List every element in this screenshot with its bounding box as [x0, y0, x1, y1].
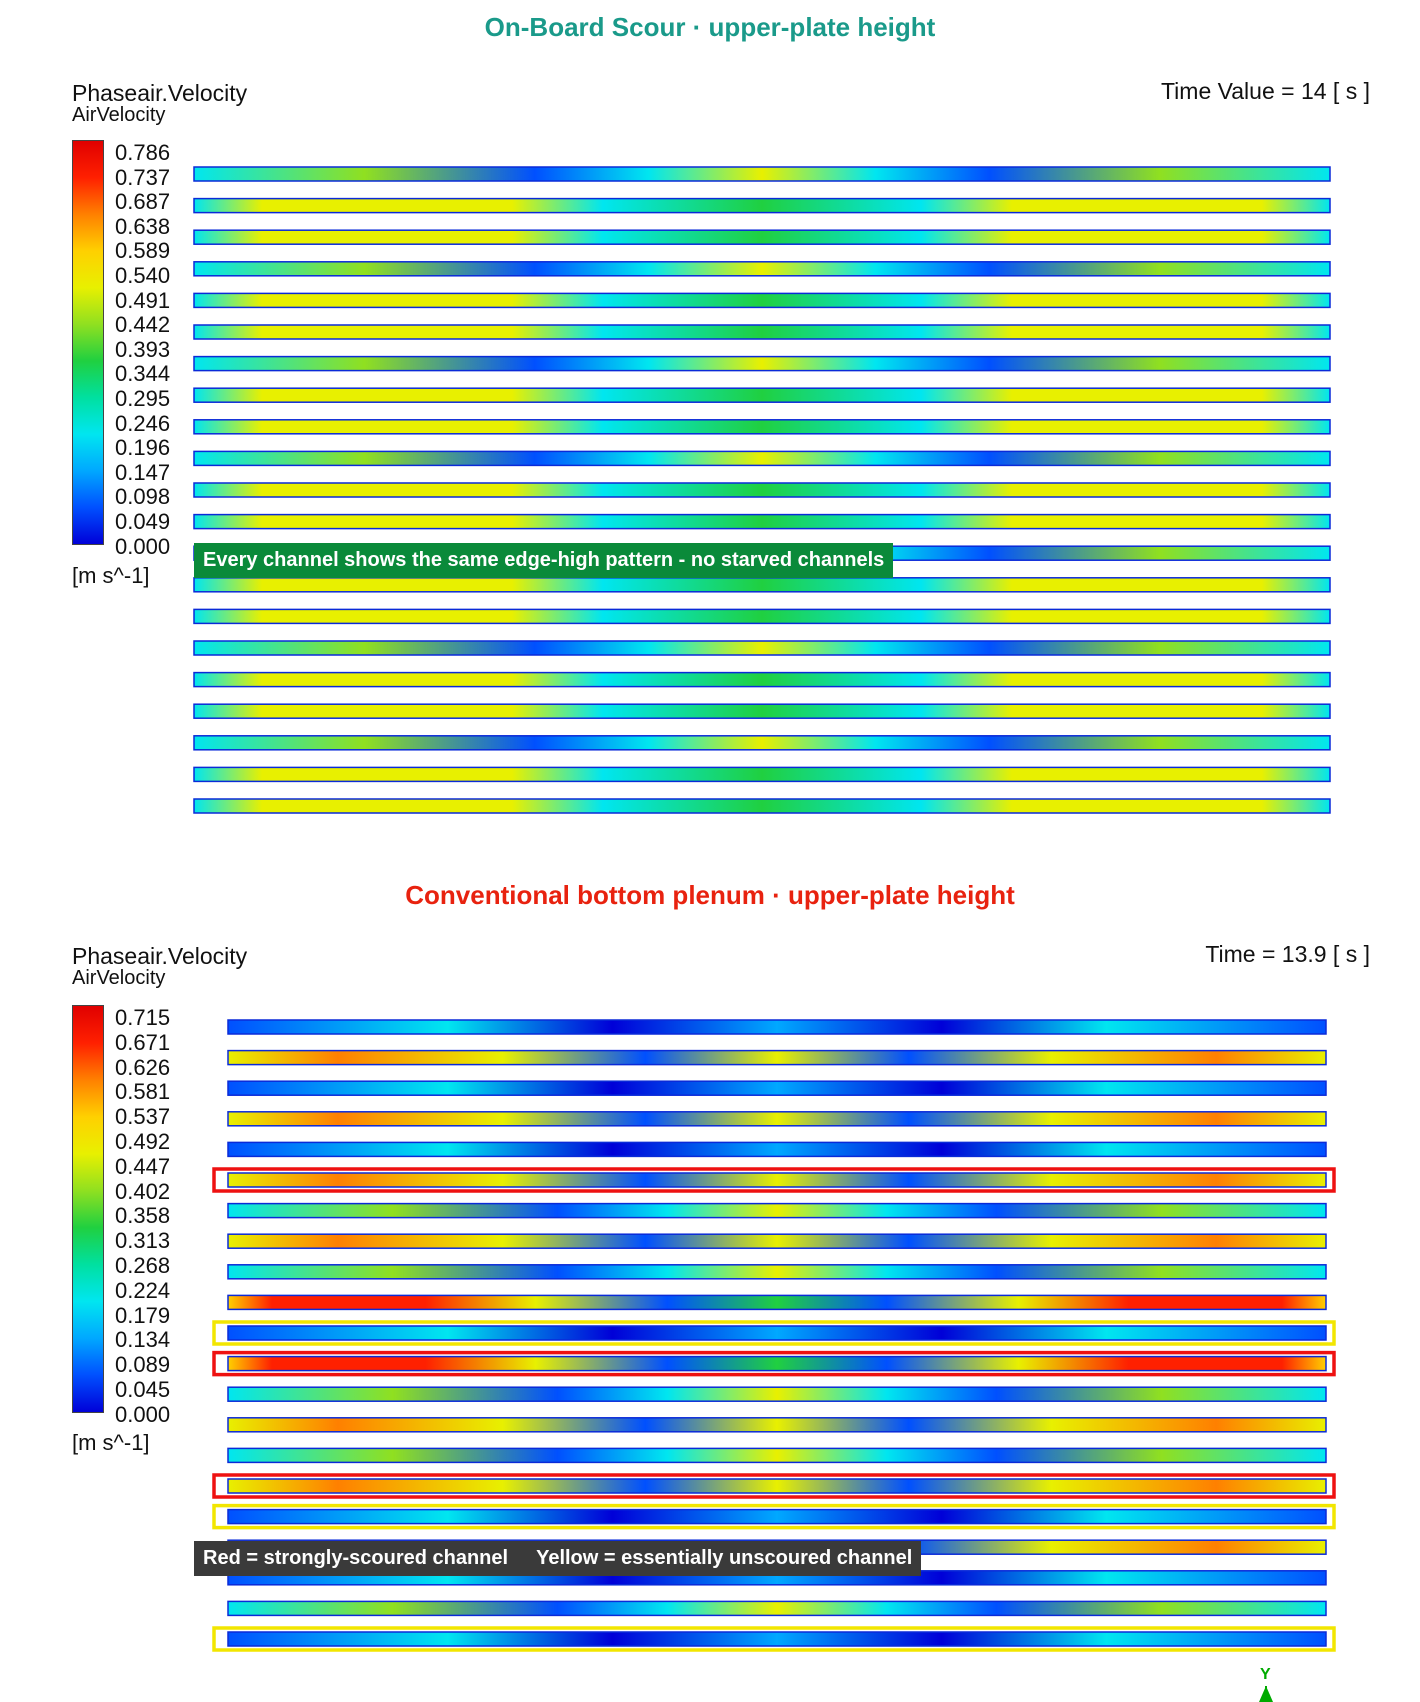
- flow-channel: [227, 1508, 1327, 1525]
- legend-tick-label: 0.196: [115, 435, 171, 461]
- panel-2-legend-colorbar: [72, 1005, 104, 1413]
- flow-channel: [193, 197, 1331, 214]
- legend-tick-label: 0.581: [115, 1079, 171, 1105]
- legend-tick-label: 0.000: [115, 1401, 171, 1427]
- panel-2-variable-sub: AirVelocity: [72, 967, 166, 989]
- flow-channel: [193, 450, 1331, 467]
- panel-2-unit: [m s^-1]: [72, 1430, 150, 1455]
- legend-tick-label: 0.089: [115, 1352, 171, 1378]
- legend-tick-label: 0.638: [115, 213, 171, 239]
- legend-tick-label: 0.224: [115, 1277, 171, 1303]
- legend-tick-label: 0.045: [115, 1377, 171, 1402]
- panel-1-time: Time Value = 14 [ s ]: [1160, 78, 1370, 104]
- flow-channel: [193, 735, 1331, 751]
- legend-tick-label: 0.147: [115, 459, 171, 485]
- panel-1-variable: Phaseair.Velocity: [72, 80, 248, 106]
- flow-channel: [227, 1019, 1327, 1035]
- legend-tick-label: 0.358: [115, 1203, 171, 1229]
- flow-channel: [193, 671, 1331, 688]
- panel-1-legend-colorbar: [72, 140, 104, 545]
- panel-2-time: Time = 13.9 [ s ]: [1205, 941, 1370, 967]
- unscoured-channel-highlight: [212, 1626, 1336, 1652]
- flow-channel: [193, 261, 1331, 277]
- legend-tick-label: 0.246: [115, 410, 171, 436]
- scoured-channel-highlight: [212, 1350, 1336, 1377]
- scoured-channel-highlight: [212, 1473, 1336, 1499]
- legend-tick-label: 0.715: [115, 1005, 171, 1030]
- flow-channel: [227, 1111, 1327, 1127]
- panel-1-annotation-text: Every channel shows the same edge-high p…: [203, 549, 885, 571]
- legend-tick-label: 0.402: [115, 1178, 171, 1204]
- legend-tick-label: 0.313: [115, 1228, 171, 1254]
- legend-tick-label: 0.049: [115, 509, 171, 534]
- flow-channel: [193, 419, 1331, 435]
- legend-tick-label: 0.492: [115, 1129, 171, 1154]
- flow-channel: [193, 766, 1331, 783]
- flow-channel: [227, 1172, 1327, 1188]
- legend-tick-label: 0.000: [115, 533, 171, 559]
- flow-channel: [193, 166, 1331, 182]
- legend-tick-label: 0.786: [115, 140, 171, 165]
- unscoured-channel-highlight: [212, 1503, 1336, 1530]
- flow-channel: [227, 1417, 1327, 1433]
- yellow-meaning-text: Yellow = essentially unscoured channel: [536, 1547, 913, 1569]
- legend-tick-label: 0.134: [115, 1327, 171, 1353]
- panel-1-title: On-Board Scour · upper-plate height: [484, 12, 936, 42]
- panel-1-annotation: Every channel shows the same edge-high p…: [194, 543, 894, 578]
- flow-channel: [227, 1080, 1327, 1096]
- flow-channel: [193, 355, 1331, 372]
- flow-channel: [193, 703, 1331, 719]
- flow-channel: [227, 1294, 1327, 1311]
- panel-2-title: Conventional bottom plenum · upper-plate…: [405, 880, 1015, 910]
- flow-channel: [227, 1478, 1327, 1494]
- flow-channel: [227, 1049, 1327, 1066]
- panel-2-legend-note: Red = strongly-scoured channel Yellow = e…: [194, 1541, 922, 1576]
- legend-tick-label: 0.491: [115, 287, 171, 313]
- flow-channel: [227, 1264, 1327, 1280]
- flow-channel: [227, 1386, 1327, 1402]
- flow-channel: [227, 1233, 1327, 1249]
- legend-tick-label: 0.671: [115, 1029, 171, 1055]
- legend-tick-label: 0.626: [115, 1054, 171, 1080]
- panel-1-variable-sub: AirVelocity: [72, 104, 166, 126]
- flow-channel: [193, 513, 1331, 530]
- red-meaning-text: Red = strongly-scoured channel: [203, 1547, 509, 1569]
- flow-channel: [193, 324, 1331, 340]
- y-axis-triad-head: [1259, 1686, 1273, 1702]
- legend-tick-label: 0.540: [115, 263, 171, 288]
- flow-channel: [227, 1600, 1327, 1617]
- flow-channel: [193, 608, 1331, 625]
- legend-tick-label: 0.179: [115, 1302, 171, 1328]
- legend-tick-label: 0.098: [115, 484, 171, 510]
- legend-tick-label: 0.442: [115, 312, 171, 338]
- legend-tick-label: 0.447: [115, 1153, 171, 1179]
- legend-tick-label: 0.295: [115, 386, 171, 411]
- scoured-channel-highlight: [212, 1167, 1336, 1193]
- flow-channel: [227, 1202, 1327, 1219]
- panel-1-unit: [m s^-1]: [72, 563, 150, 588]
- flow-channel: [193, 577, 1331, 593]
- flow-channel: [193, 387, 1331, 403]
- flow-channel: [193, 292, 1331, 309]
- legend-tick-label: 0.589: [115, 238, 171, 264]
- flow-channel: [227, 1141, 1327, 1158]
- flow-channel: [227, 1325, 1327, 1341]
- flow-channel: [227, 1447, 1327, 1464]
- unscoured-channel-highlight: [212, 1320, 1336, 1346]
- legend-tick-label: 0.344: [115, 361, 171, 387]
- y-axis-triad-label: Y: [1260, 1666, 1271, 1683]
- flow-channel: [227, 1355, 1327, 1372]
- legend-tick-label: 0.537: [115, 1104, 171, 1130]
- panel-2-variable: Phaseair.Velocity: [72, 943, 248, 969]
- flow-channel: [193, 482, 1331, 498]
- flow-channel: [193, 640, 1331, 656]
- legend-tick-label: 0.393: [115, 336, 171, 362]
- flow-channel: [227, 1631, 1327, 1647]
- flow-channel: [193, 229, 1331, 245]
- legend-tick-label: 0.687: [115, 189, 171, 215]
- legend-tick-label: 0.737: [115, 164, 171, 190]
- flow-channel: [193, 798, 1331, 814]
- legend-tick-label: 0.268: [115, 1253, 171, 1278]
